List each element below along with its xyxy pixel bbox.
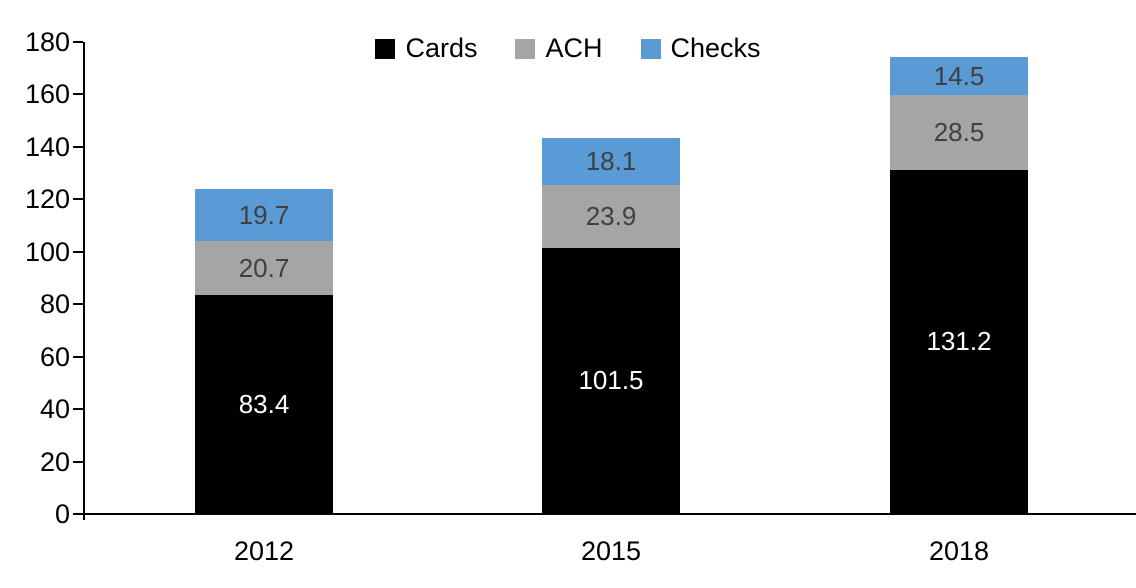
legend-label: Checks: [670, 33, 761, 63]
bar-segment-checks-2018: 14.5: [890, 57, 1028, 96]
bar-segment-ach-2018: 28.5: [890, 95, 1028, 170]
y-axis-tick-label: 0: [54, 499, 70, 529]
y-axis-tick-label: 140: [24, 131, 70, 162]
x-axis-origin-tick: [83, 515, 85, 520]
chart-legend: Cards ACH Checks: [0, 33, 1136, 64]
y-axis-line: [83, 42, 85, 514]
legend-swatch-ach: [515, 38, 536, 59]
y-axis-tick: [73, 198, 83, 201]
bar-value-label: 83.4: [238, 389, 290, 420]
y-axis-tick: [73, 250, 83, 253]
x-axis-line: [75, 513, 1136, 515]
bar-value-label: 20.7: [238, 252, 290, 283]
y-axis-tick: [73, 460, 83, 463]
bar-value-label: 14.5: [933, 60, 985, 91]
y-axis-tick: [73, 355, 83, 358]
legend-swatch-checks: [640, 38, 661, 59]
y-axis-tick: [73, 93, 83, 96]
bar-segment-checks-2015: 18.1: [542, 137, 680, 186]
bar-value-label: 131.2: [926, 326, 992, 357]
x-axis-category-label: 2012: [233, 536, 295, 566]
y-axis-tick: [73, 408, 83, 411]
legend-item-checks: Checks: [640, 33, 761, 64]
y-axis-tick-label: 120: [24, 184, 70, 215]
bar-segment-cards-2015: 101.5: [542, 247, 680, 514]
y-axis-tick-label: 100: [24, 236, 70, 267]
bar-value-label: 19.7: [238, 199, 290, 230]
y-axis-tick: [73, 145, 83, 148]
y-axis-tick: [73, 513, 83, 515]
bar-segment-cards-2012: 83.4: [195, 295, 333, 514]
bar-value-label: 18.1: [585, 145, 637, 176]
bar-value-label: 101.5: [578, 365, 644, 396]
y-axis-tick: [73, 41, 83, 43]
x-axis-category-label: 2015: [580, 536, 642, 566]
y-axis-tick-label: 60: [39, 341, 70, 372]
bar-segment-checks-2012: 19.7: [195, 189, 333, 242]
legend-label: Cards: [405, 33, 478, 63]
y-axis-tick-label: 160: [24, 79, 70, 110]
bar-value-label: 28.5: [933, 117, 985, 148]
legend-item-ach: ACH: [515, 33, 603, 64]
bar-value-label: 23.9: [585, 201, 637, 231]
y-axis-tick-label: 80: [39, 289, 70, 320]
bar-segment-cards-2018: 131.2: [890, 169, 1028, 514]
y-axis-tick: [73, 303, 83, 306]
x-axis-category-label: 2018: [928, 536, 990, 566]
legend-item-cards: Cards: [375, 33, 477, 64]
legend-swatch-cards: [375, 38, 396, 59]
y-axis-tick-label: 180: [24, 27, 70, 57]
bar-segment-ach-2012: 20.7: [195, 241, 333, 296]
y-axis-tick-label: 20: [39, 446, 70, 477]
y-axis-tick-label: 40: [39, 394, 70, 425]
legend-label: ACH: [545, 33, 603, 63]
bar-segment-ach-2015: 23.9: [542, 185, 680, 248]
